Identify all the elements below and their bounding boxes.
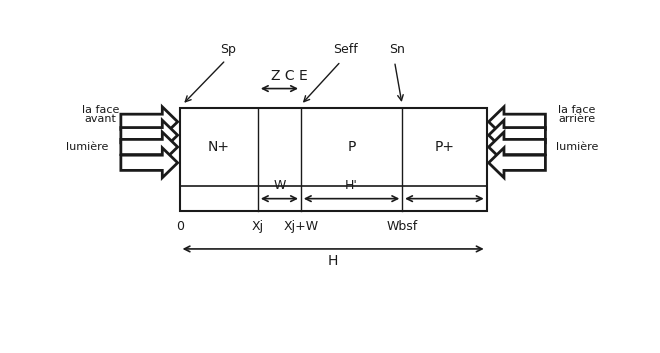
Text: Sp: Sp [220, 43, 236, 56]
Text: Z C E: Z C E [271, 69, 308, 83]
Text: la face: la face [82, 104, 119, 115]
Text: arrière: arrière [558, 114, 595, 124]
Polygon shape [488, 120, 545, 150]
Text: avant: avant [84, 114, 116, 124]
Polygon shape [121, 148, 178, 178]
Polygon shape [121, 132, 178, 162]
Text: Xj+W: Xj+W [283, 220, 319, 233]
Text: lumière: lumière [66, 142, 108, 152]
Bar [180, 108, 486, 211]
Text: N+: N+ [208, 140, 230, 154]
Polygon shape [121, 120, 178, 150]
Text: P+: P+ [434, 140, 454, 154]
Polygon shape [488, 107, 545, 137]
Text: lumière: lumière [556, 142, 598, 152]
Polygon shape [121, 107, 178, 137]
Text: la face: la face [558, 104, 595, 115]
Polygon shape [488, 132, 545, 162]
Text: Xj: Xj [252, 220, 264, 233]
Text: P: P [347, 140, 356, 154]
Text: 0: 0 [176, 220, 183, 233]
Text: Wbsf: Wbsf [387, 220, 418, 233]
Text: W: W [273, 179, 286, 192]
Text: Seff: Seff [333, 43, 358, 56]
Text: H: H [328, 255, 339, 268]
Polygon shape [488, 148, 545, 178]
Text: H': H' [345, 179, 358, 192]
Text: Sn: Sn [389, 43, 405, 56]
